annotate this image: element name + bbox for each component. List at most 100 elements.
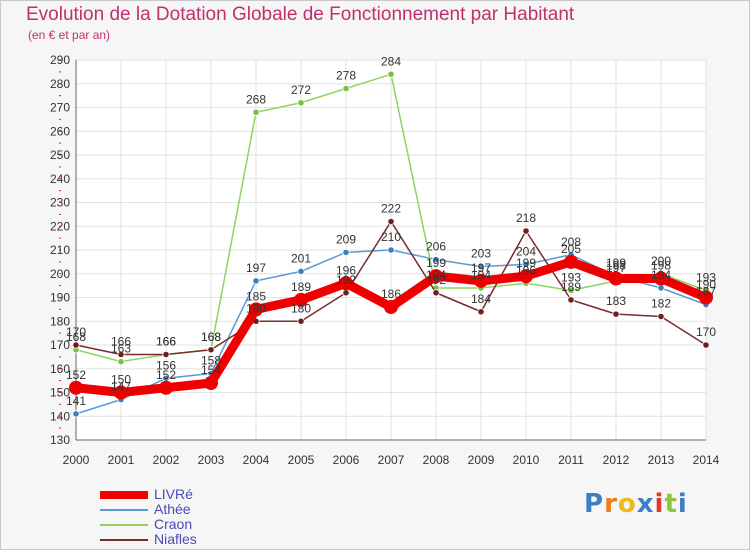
legend-swatch — [100, 509, 148, 511]
data-point-livre — [519, 269, 533, 284]
data-point-livre — [339, 276, 353, 291]
x-tick-label: 2012 — [603, 453, 630, 467]
legend-swatch — [100, 539, 148, 541]
data-label-craon: 166 — [156, 335, 176, 349]
data-point-niafles — [432, 289, 440, 297]
data-label-livre: 197 — [471, 261, 491, 275]
data-label-livre: 190 — [696, 278, 716, 292]
data-label-craon: 168 — [66, 330, 86, 344]
proxiti-logo: Proxiti — [584, 489, 688, 519]
logo-letter: r — [604, 489, 618, 519]
data-label-livre: 189 — [291, 280, 311, 294]
series-lines — [69, 70, 713, 418]
data-point-livre — [699, 290, 713, 305]
data-point-niafles — [657, 312, 665, 321]
data-label-athee: 147 — [111, 380, 131, 394]
legend-swatch — [100, 524, 148, 526]
data-point-niafles — [297, 317, 305, 325]
data-label-niafles: 218 — [516, 211, 536, 225]
data-label-athee: 141 — [66, 394, 86, 408]
x-tick-label: 2008 — [423, 453, 450, 467]
logo-letter: i — [654, 489, 665, 519]
data-label-niafles: 192 — [426, 273, 446, 287]
data-label-craon: 194 — [426, 268, 446, 282]
data-label-livre: 152 — [66, 368, 86, 382]
data-label-craon: 168 — [201, 330, 221, 344]
data-point-athee — [387, 246, 395, 254]
data-point-livre — [204, 376, 218, 390]
data-label-livre: 199 — [516, 256, 536, 270]
data-label-niafles: 222 — [381, 202, 401, 216]
data-point-athee — [432, 255, 440, 264]
data-label-athee: 210 — [381, 230, 401, 244]
data-point-craon — [252, 108, 260, 116]
legend-swatch — [100, 491, 148, 499]
legend-label: LIVRé — [154, 486, 193, 502]
logo-letter: P — [584, 489, 605, 519]
data-point-athee — [72, 410, 80, 418]
data-point-niafles — [117, 350, 125, 359]
data-point-livre — [564, 254, 578, 269]
x-tick-label: 2006 — [333, 453, 360, 467]
data-point-niafles — [387, 217, 395, 226]
data-point-niafles — [702, 341, 710, 349]
data-point-niafles — [207, 346, 215, 354]
data-point-niafles — [72, 341, 80, 349]
x-tick-label: 2007 — [378, 453, 405, 467]
data-label-craon: 163 — [111, 342, 131, 356]
logo-letter: i — [677, 489, 688, 519]
data-label-niafles: 168 — [201, 330, 221, 344]
data-point-niafles — [162, 350, 170, 359]
data-label-athee: 204 — [516, 244, 536, 258]
data-point-livre — [69, 380, 83, 395]
data-label-athee: 201 — [291, 251, 311, 265]
data-label-livre: 198 — [651, 259, 671, 273]
data-label-athee: 187 — [696, 285, 716, 299]
data-label-craon: 272 — [291, 83, 311, 97]
data-label-niafles: 170 — [696, 325, 716, 339]
data-label-niafles: 166 — [111, 335, 131, 349]
data-label-livre: 186 — [381, 287, 401, 301]
data-label-craon: 200 — [651, 254, 671, 268]
data-point-craon — [297, 99, 305, 107]
x-tick-label: 2009 — [468, 453, 495, 467]
axes: 1301401501601701801902002102202302402502… — [50, 53, 720, 467]
line-chart: 1301401501601701801902002102202302402502… — [50, 53, 720, 467]
data-point-craon — [342, 84, 350, 93]
data-point-livre — [294, 292, 308, 307]
data-label-niafles: 189 — [561, 280, 581, 294]
logo-letter: o — [617, 489, 637, 519]
data-label-athee: 158 — [201, 354, 221, 368]
data-label-craon: 197 — [606, 261, 626, 275]
chart-title: Evolution de la Dotation Globale de Fonc… — [26, 4, 575, 25]
data-label-athee: 206 — [426, 240, 446, 254]
data-point-niafles — [342, 289, 350, 297]
data-point-athee — [477, 263, 485, 271]
data-label-athee: 208 — [561, 235, 581, 249]
data-label-livre: 196 — [336, 263, 356, 277]
data-label-livre: 152 — [156, 368, 176, 382]
data-label-livre: 205 — [561, 242, 581, 256]
x-tick-label: 2000 — [63, 453, 90, 467]
data-point-niafles — [477, 308, 485, 316]
data-point-athee — [252, 277, 260, 285]
data-point-livre — [249, 302, 263, 317]
data-label-niafles: 182 — [651, 297, 671, 311]
data-label-niafles: 180 — [246, 301, 266, 315]
data-point-craon — [387, 70, 395, 78]
legend-label: Niafles — [154, 531, 197, 547]
data-point-livre — [159, 380, 173, 395]
data-point-niafles — [567, 296, 575, 304]
data-point-athee — [342, 248, 350, 256]
data-point-niafles — [522, 227, 530, 235]
data-label-livre: 154 — [201, 363, 221, 377]
x-tick-label: 2001 — [108, 453, 135, 467]
data-label-athee: 209 — [336, 232, 356, 246]
data-label-livre: 198 — [606, 259, 626, 273]
data-label-niafles: 166 — [156, 335, 176, 349]
x-tick-label: 2013 — [648, 453, 675, 467]
data-label-craon: 193 — [696, 270, 716, 284]
x-tick-label: 2010 — [513, 453, 540, 467]
data-point-niafles — [612, 310, 620, 318]
data-label-craon: 196 — [516, 263, 536, 277]
